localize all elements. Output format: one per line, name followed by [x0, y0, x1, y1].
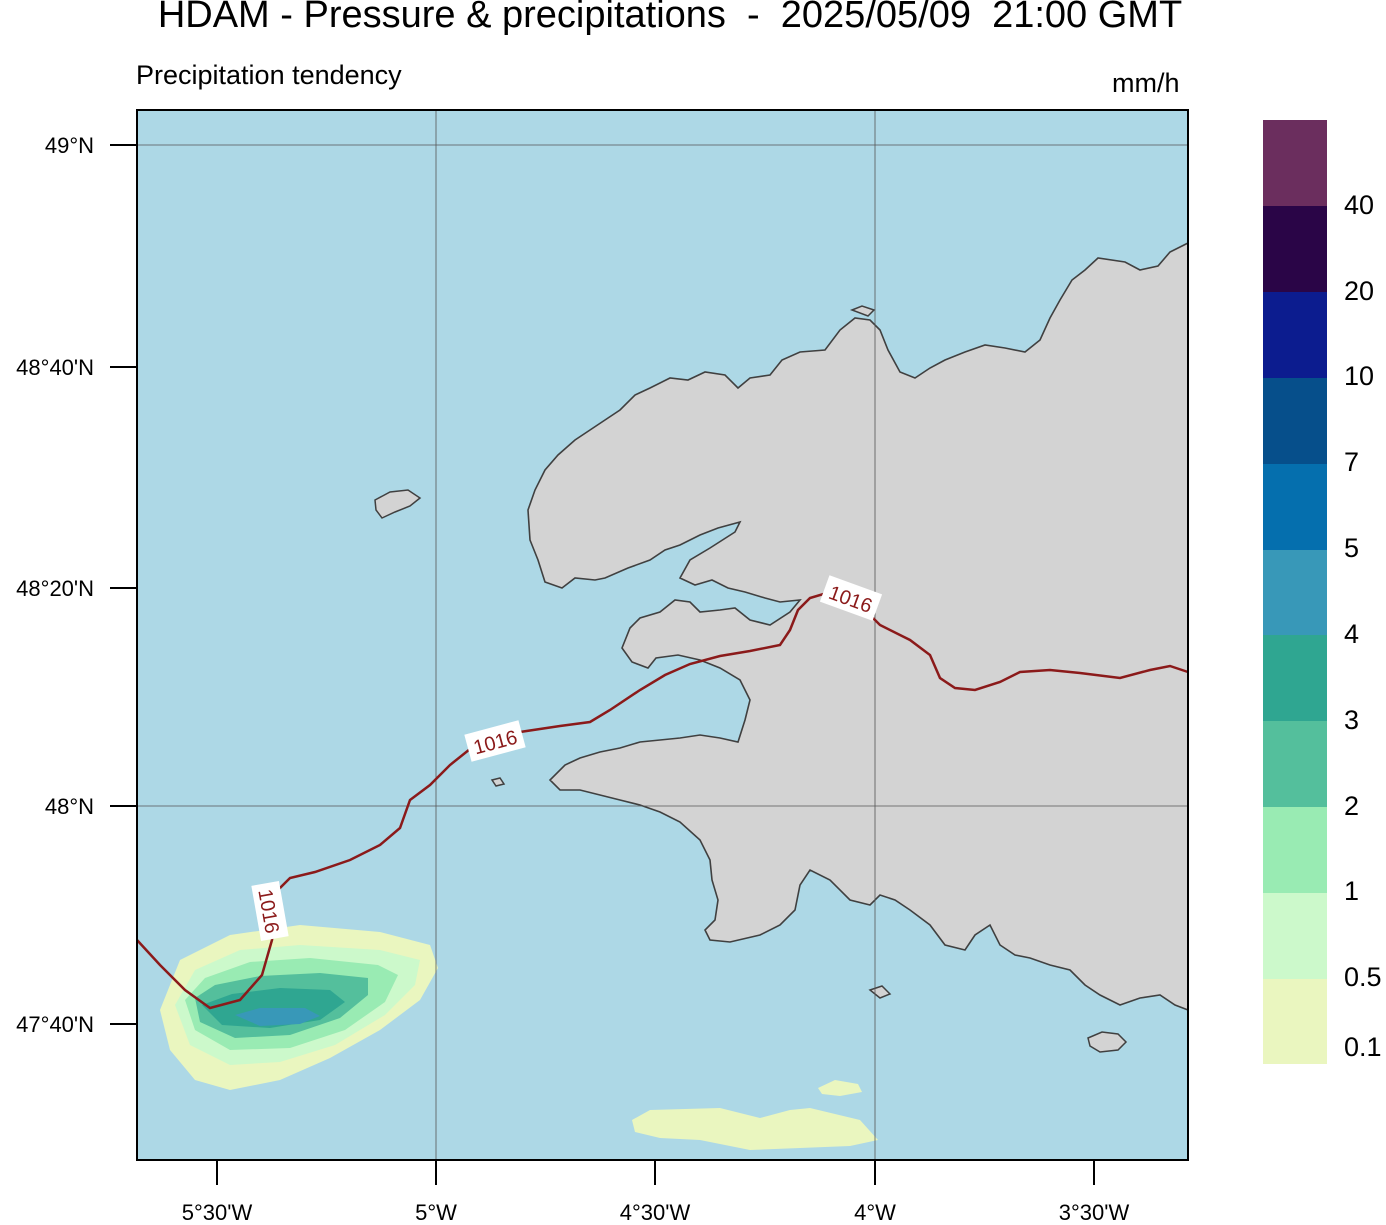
map-frame — [136, 109, 1189, 1161]
map-subtitle: Precipitation tendency — [136, 60, 402, 90]
island-ushant — [374, 489, 422, 519]
graticule — [137, 110, 1188, 1160]
lat-label: 47°40'N — [16, 1012, 94, 1037]
colorbar-swatch — [1263, 463, 1327, 550]
lon-label: 4°30'W — [620, 1200, 691, 1225]
precipitation-area — [160, 925, 878, 1150]
colorbar-swatch — [1263, 205, 1327, 293]
colorbar-swatch — [1263, 806, 1327, 893]
isobar-line — [136, 590, 1189, 1010]
colorbar-swatch — [1263, 291, 1327, 378]
lon-label: 5°30'W — [182, 1200, 253, 1225]
colorbar-swatch — [1263, 634, 1327, 722]
axis-ticks — [110, 144, 1095, 1185]
colorbar-label: 3 — [1344, 704, 1360, 735]
colorbar — [1263, 120, 1327, 1065]
colorbar-swatch — [1263, 892, 1327, 979]
lat-label: 48°N — [45, 794, 94, 819]
lat-label: 48°20'N — [16, 576, 94, 601]
colorbar-label: 7 — [1344, 447, 1360, 478]
lon-label: 5°W — [415, 1200, 457, 1225]
island-batz — [849, 305, 876, 317]
colorbar-label: 4 — [1344, 618, 1360, 649]
lon-label: 3°30'W — [1059, 1200, 1130, 1225]
land-brittany — [527, 241, 1189, 1012]
colorbar-label: 20 — [1344, 275, 1375, 306]
colorbar-swatch — [1263, 120, 1327, 207]
colorbar-label: 0.5 — [1344, 962, 1382, 993]
island-sein — [490, 777, 506, 787]
colorbar-label: 1 — [1344, 876, 1360, 907]
colorbar-label: 0.1 — [1344, 1032, 1382, 1062]
colorbar-swatch — [1263, 377, 1327, 464]
lat-label: 49°N — [45, 133, 94, 158]
colorbar-swatch — [1263, 720, 1327, 808]
lat-label: 48°40'N — [16, 355, 94, 380]
colorbar-label: 2 — [1344, 790, 1360, 821]
isobar-label: 1016 — [464, 720, 526, 762]
map-title: HDAM - Pressure & precipitations - 2025/… — [157, 0, 1183, 36]
colorbar-label: 5 — [1344, 533, 1360, 564]
colorbar-label: 10 — [1344, 361, 1375, 392]
lon-label: 4°W — [854, 1200, 896, 1225]
colorbar-units: mm/h — [1112, 68, 1180, 98]
colorbar-swatch — [1263, 978, 1327, 1065]
island-groix — [1087, 1031, 1128, 1053]
colorbar-swatch — [1263, 549, 1327, 636]
colorbar-label: 40 — [1344, 189, 1375, 220]
